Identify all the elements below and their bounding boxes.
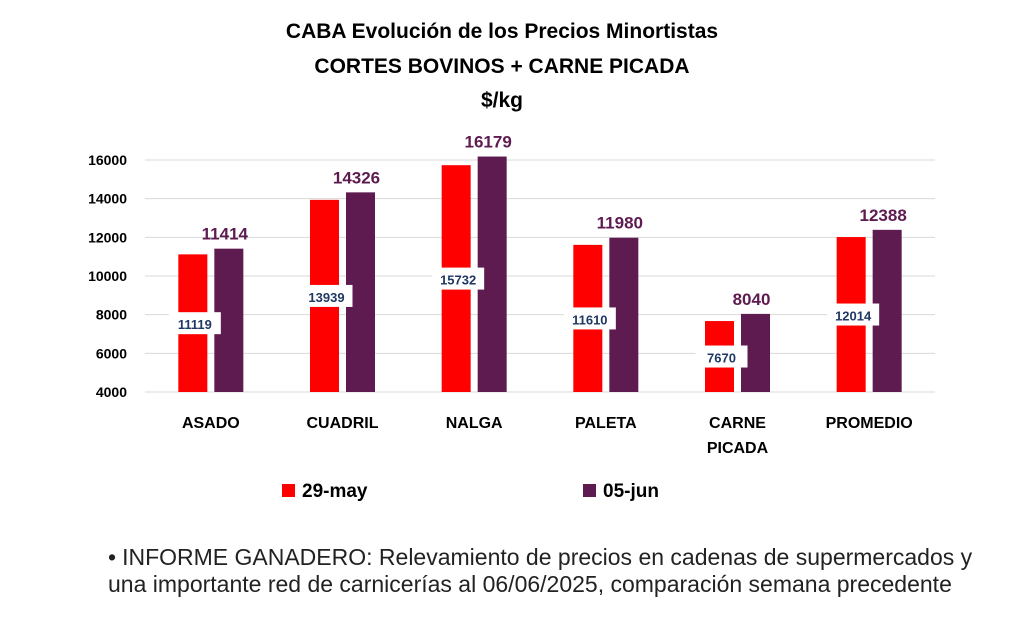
data-label-series-b: 11414 [202,225,249,244]
data-label-box [432,267,485,290]
data-label-box [695,345,748,368]
data-label-series-b: 11980 [597,214,643,233]
footnote-text: INFORME GANADERO: Relevamiento de precio… [108,544,973,597]
data-label-series-a: 12014 [835,309,872,324]
x-category-label: ASADO [182,415,240,432]
data-label-box [300,284,353,307]
y-tick-label: 14000 [88,191,127,207]
data-label-box [827,303,880,326]
y-tick-label: 6000 [96,345,127,361]
legend-swatch-series-b [583,484,596,497]
legend-label: 05-jun [603,481,659,502]
data-label-series-a: 7670 [707,351,736,366]
y-tick-label: 10000 [88,268,127,284]
data-label-series-a: 11610 [572,312,607,327]
x-category-label: CUADRIL [307,415,379,432]
x-category-label: PICADA [707,440,769,457]
legend-label: 29-may [302,481,368,502]
chart-unit-label: $/kg [480,89,524,112]
y-tick-label: 12000 [88,229,127,245]
data-label-box [168,312,221,335]
data-label-series-b: 8040 [733,290,771,309]
y-tick-label: 16000 [88,152,127,168]
data-label-series-a: 13939 [308,290,344,305]
data-label-series-a: 11119 [178,317,212,332]
data-label-series-a: 15732 [440,273,476,288]
data-label-series-b: 14326 [333,168,380,187]
x-category-label: CARNE [709,415,766,432]
data-label-series-b: 12388 [860,206,907,225]
bullet-mark: • [108,544,117,570]
chart-title-line-1: CABA Evolución de los Precios Minortista… [285,20,719,43]
x-category-label: NALGA [446,415,503,432]
data-label-box [563,307,616,330]
data-label-series-b: 16179 [465,133,512,152]
chart-title-line-2: CORTES BOVINOS + CARNE PICADA [314,55,690,78]
x-category-label: PALETA [575,415,637,432]
x-category-label: PROMEDIO [826,415,913,432]
legend-swatch-series-a [282,484,295,497]
bar-chart: 4000 6000 8000 10000 12000 14000 16000 11119 114… [88,133,935,502]
footnote: • INFORME GANADERO: Relevamiento de preci… [108,544,1008,598]
y-tick-label: 4000 [96,384,127,400]
y-tick-label: 8000 [96,307,127,323]
